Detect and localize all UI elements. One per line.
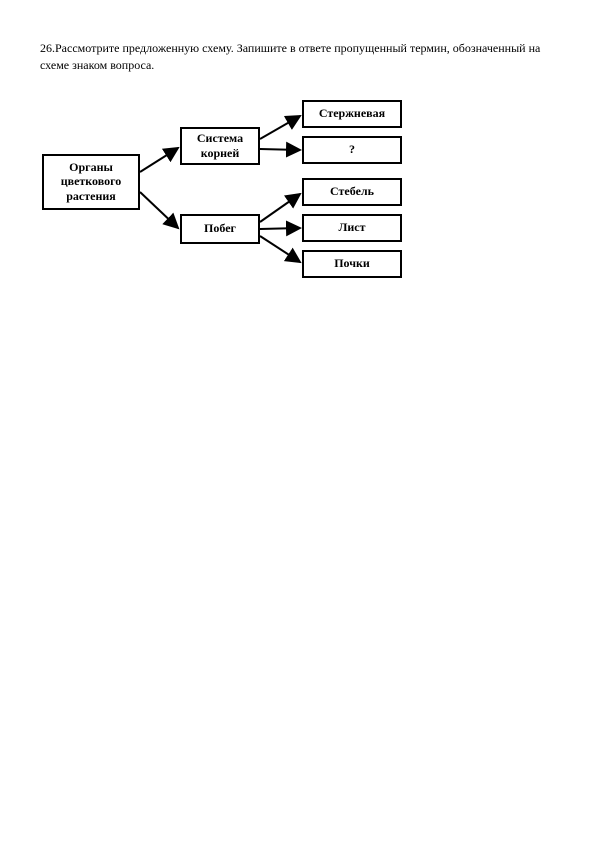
- node-mid1-label: Система корней: [184, 131, 256, 160]
- node-leaf1-label: Стержневая: [319, 106, 385, 120]
- node-leaf3-label: Стебель: [330, 184, 374, 198]
- node-leaf2: ?: [302, 136, 402, 164]
- node-leaf5-label: Почки: [334, 256, 370, 270]
- question-text: 26.Рассмотрите предложенную схему. Запиш…: [40, 40, 555, 74]
- node-leaf1: Стержневая: [302, 100, 402, 128]
- node-mid2-label: Побег: [204, 221, 236, 235]
- diagram: Органы цветкового растения Система корне…: [30, 84, 410, 304]
- node-leaf5: Почки: [302, 250, 402, 278]
- node-mid2: Побег: [180, 214, 260, 244]
- node-leaf3: Стебель: [302, 178, 402, 206]
- node-leaf4-label: Лист: [338, 220, 365, 234]
- node-mid1: Система корней: [180, 127, 260, 165]
- question-line2: схеме знаком вопроса.: [40, 58, 154, 72]
- node-leaf2-label: ?: [349, 142, 355, 156]
- question-line1: 26.Рассмотрите предложенную схему. Запиш…: [40, 41, 540, 55]
- node-leaf4: Лист: [302, 214, 402, 242]
- page-content: 26.Рассмотрите предложенную схему. Запиш…: [0, 0, 595, 304]
- node-root: Органы цветкового растения: [42, 154, 140, 210]
- node-root-label: Органы цветкового растения: [46, 160, 136, 203]
